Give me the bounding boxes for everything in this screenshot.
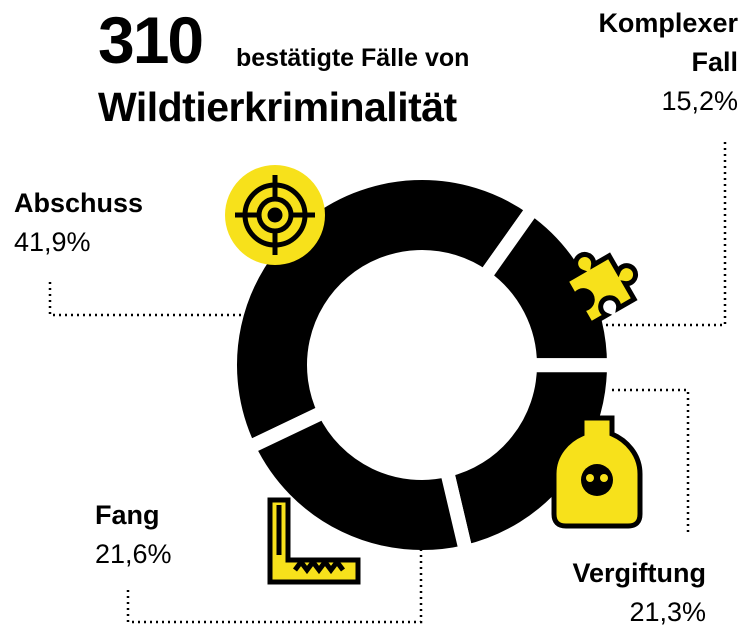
category-label: Vergiftung xyxy=(572,558,707,588)
category-label: Fang xyxy=(95,500,160,530)
icons xyxy=(225,165,643,585)
icon-trap-teeth xyxy=(276,505,345,575)
icon-target-dot xyxy=(267,207,283,223)
icon-target-cross xyxy=(235,175,315,255)
icon-skull-eye xyxy=(600,474,608,482)
icon-skull xyxy=(581,464,613,496)
value-label: 21,6% xyxy=(95,539,172,570)
category-label: Komplexer Fall xyxy=(598,8,738,78)
value-label: 15,2% xyxy=(661,86,738,117)
leader-line xyxy=(560,142,727,327)
segment xyxy=(239,402,475,564)
subtitle: bestätigte Fälle von xyxy=(236,44,470,72)
leader-line xyxy=(126,548,423,624)
label: Vergiftung 21,3% xyxy=(573,554,707,632)
label: Komplexer Fall 15,2% xyxy=(558,4,738,121)
icon-target-ring xyxy=(256,196,294,234)
total: 310 xyxy=(98,3,204,77)
label: Fang 21,6% xyxy=(95,496,172,574)
category-label: Abschuss xyxy=(14,188,144,218)
value-label: 21,3% xyxy=(629,597,706,628)
chart-title: Wildtierkriminalität xyxy=(98,84,457,130)
leader-line xyxy=(48,282,262,317)
icon-puzzle xyxy=(562,252,638,328)
value-label: 41,9% xyxy=(14,227,91,258)
label: Abschuss 41,9% xyxy=(14,184,143,262)
icon-skull-eye xyxy=(586,474,594,482)
leader-line xyxy=(612,388,690,532)
